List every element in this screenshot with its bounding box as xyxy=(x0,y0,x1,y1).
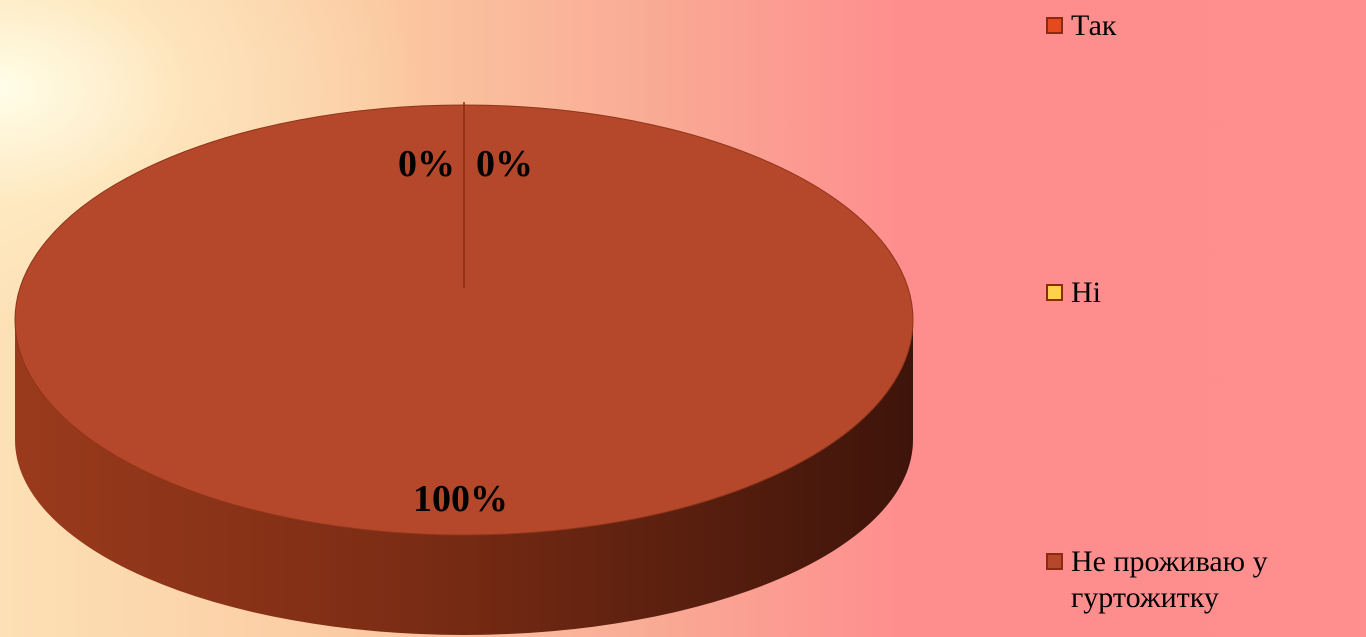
legend-label-ni: Ні xyxy=(1071,276,1101,309)
legend-swatch-ni xyxy=(1046,284,1063,301)
legend-label-ne-prozhyvayu: Не проживаю у гуртожитку xyxy=(1071,545,1268,614)
legend-label-tak: Так xyxy=(1071,9,1117,42)
legend-swatch-tak xyxy=(1046,17,1063,34)
legend-item-ne-prozhyvayu: Не проживаю у гуртожитку xyxy=(1046,544,1341,616)
legend-swatch-ne-prozhyvayu xyxy=(1046,553,1063,570)
legend-item-tak: Так xyxy=(1046,8,1116,44)
data-label-ni: 0% xyxy=(476,143,533,185)
data-label-ne-prozhyvayu: 100% xyxy=(413,478,508,520)
legend-item-ni: Ні xyxy=(1046,275,1101,311)
chart-legend: Так Ні Не проживаю у гуртожитку xyxy=(1046,0,1366,637)
data-label-tak: 0% xyxy=(398,143,455,185)
pie-side-wall xyxy=(15,320,913,635)
